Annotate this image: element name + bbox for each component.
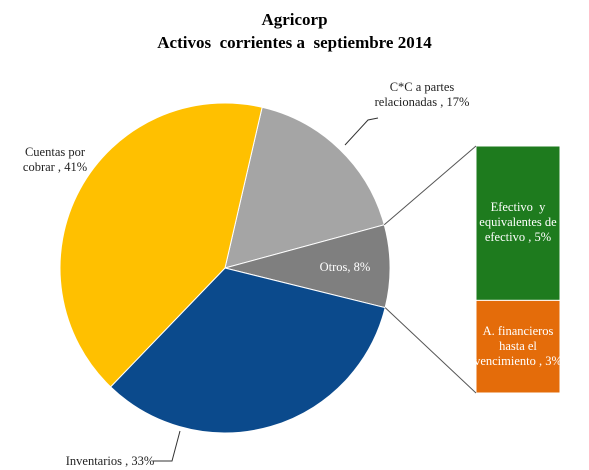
- category-label: C*C a partes relacionadas ,: [374, 80, 458, 109]
- leader-line: [153, 430, 181, 462]
- chart-subtitle: Activos corrientes a septiembre 2014: [157, 33, 432, 52]
- value-label: 8%: [353, 260, 371, 274]
- data-label: A. financieros hasta el vencimiento , 3%: [470, 324, 566, 369]
- chart-title: Agricorp: [261, 10, 328, 29]
- data-label: Efectivo y equivalentes de efectivo , 5%: [470, 200, 566, 245]
- bar-segment: [475, 299, 561, 394]
- leader-line: [344, 117, 379, 146]
- data-label: Otros, 8%: [310, 260, 380, 275]
- value-label: 3%: [545, 353, 562, 368]
- pie-slice: [59, 102, 263, 388]
- value-label: 41%: [64, 160, 88, 174]
- bar-segment: [475, 145, 561, 301]
- pie-slice: [109, 267, 386, 434]
- value-label: 17%: [446, 95, 470, 109]
- data-label: Cuentas por cobrar , 41%: [8, 145, 102, 175]
- connector-line: [383, 145, 477, 226]
- data-label: Inventarios , 33%: [55, 454, 165, 469]
- value-label: 5%: [534, 230, 552, 245]
- category-label: Otros,: [319, 260, 351, 274]
- pie-slice: [224, 106, 385, 269]
- category-label: Inventarios ,: [65, 454, 129, 468]
- category-label: Cuentas por cobrar ,: [22, 145, 89, 174]
- category-label: A. financieros hasta el vencimiento ,: [474, 323, 557, 368]
- connector-line: [384, 307, 477, 394]
- data-label: C*C a partes relacionadas , 17%: [372, 80, 472, 110]
- category-label: Efectivo y equivalentes de efectivo ,: [479, 200, 560, 245]
- value-label: 33%: [131, 454, 155, 468]
